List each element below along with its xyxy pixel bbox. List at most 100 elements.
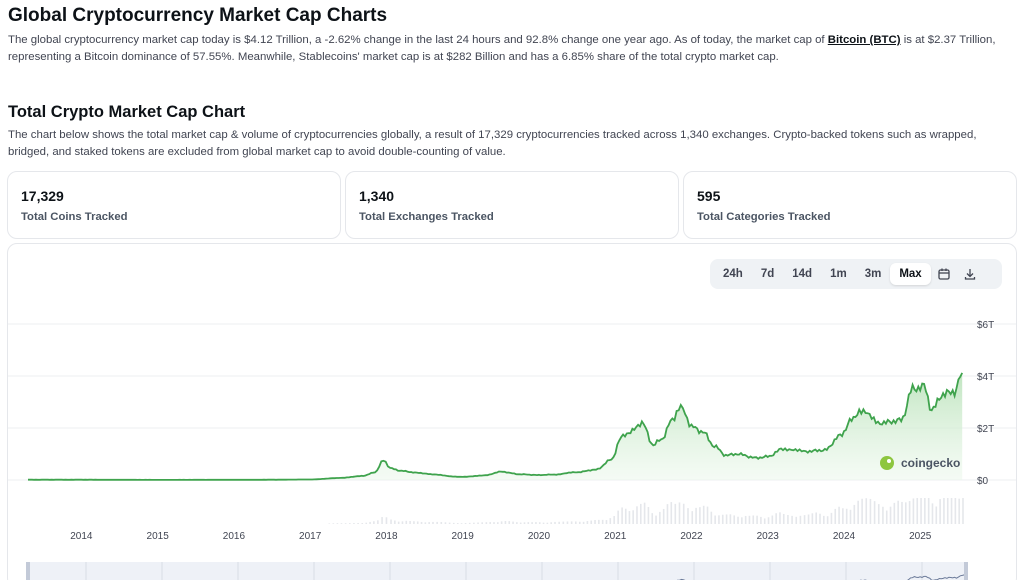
volume-bar (924, 498, 926, 524)
volume-bar (901, 501, 903, 524)
volume-bar (838, 506, 840, 524)
volume-bar (643, 502, 646, 524)
volume-bar (756, 515, 758, 524)
volume-bar (718, 515, 720, 524)
volume-bar (531, 522, 533, 524)
download-icon (964, 269, 975, 280)
volume-bar (946, 498, 949, 524)
volume-bar (369, 521, 371, 524)
volume-bar (340, 523, 343, 524)
volume-bar (460, 523, 463, 524)
volume-bar (897, 500, 899, 524)
volume-bar (670, 502, 673, 524)
x-tick-label: 2017 (299, 531, 322, 542)
volume-bar (931, 503, 934, 524)
volume-bar (927, 498, 930, 524)
volume-bar (636, 506, 638, 524)
volume-bar (807, 514, 810, 524)
bitcoin-link[interactable]: Bitcoin (BTC) (827, 34, 901, 46)
volume-bar (771, 515, 774, 524)
volume-bar (519, 522, 522, 524)
range-button-3m[interactable]: 3m (864, 268, 882, 280)
volume-bar (468, 522, 471, 524)
volume-bar (570, 521, 573, 524)
volume-bar (803, 515, 806, 524)
volume-bar (702, 505, 705, 524)
volume-bar (538, 522, 541, 524)
navigator-handle-right[interactable] (964, 562, 968, 580)
range-button-7d[interactable]: 7d (760, 268, 775, 280)
stat-value: 17,329 (21, 188, 64, 204)
volume-bar (357, 522, 359, 524)
volume-bar (861, 498, 863, 524)
volume-bar (348, 523, 351, 524)
volume-bar (628, 511, 631, 524)
volume-bar (365, 522, 368, 524)
volume-bar (737, 516, 739, 524)
volume-bar (394, 520, 396, 524)
stat-card-coins: 17,329 Total Coins Tracked (7, 171, 341, 239)
coingecko-watermark: coingecko (880, 456, 960, 470)
volume-bar (706, 506, 709, 524)
volume-bar (873, 501, 876, 524)
volume-bar (566, 521, 569, 524)
volume-bar (381, 517, 383, 524)
volume-bar (760, 516, 762, 524)
volume-bar (436, 521, 438, 524)
x-tick-label: 2015 (147, 531, 170, 542)
volume-bar (775, 513, 777, 524)
volume-bar (586, 521, 589, 524)
volume-bar (328, 523, 331, 524)
volume-bar (428, 522, 430, 524)
volume-bar (621, 507, 623, 524)
volume-bar (409, 520, 411, 524)
calendar-icon (938, 268, 950, 280)
volume-bar (353, 523, 355, 524)
volume-bar (632, 510, 634, 524)
volume-bar (954, 498, 957, 524)
volume-bar (464, 522, 467, 524)
volume-bar (473, 522, 475, 524)
calendar-button[interactable] (931, 263, 957, 285)
volume-bar (413, 521, 415, 524)
range-button-14d[interactable]: 14d (792, 268, 813, 280)
volume-bar (811, 513, 814, 524)
volume-bar (385, 517, 388, 524)
market-cap-line (28, 372, 964, 481)
volume-bar (481, 522, 484, 524)
volume-bar (617, 510, 619, 524)
volume-bar (497, 522, 499, 524)
stat-label: Total Exchanges Tracked (359, 211, 494, 223)
volume-bar (908, 501, 911, 524)
x-tick-label: 2025 (909, 531, 932, 542)
volume-bar (674, 503, 677, 524)
volume-bar (598, 519, 600, 524)
range-button-max[interactable]: Max (890, 263, 931, 285)
volume-bar (500, 521, 503, 524)
range-button-1m[interactable]: 1m (830, 268, 847, 280)
volume-bar (767, 517, 770, 524)
volume-bar (889, 506, 892, 524)
navigator-handle-left[interactable] (26, 562, 30, 580)
volume-bar (882, 506, 884, 524)
volume-bar (885, 510, 888, 524)
volume-bar (440, 522, 443, 524)
volume-bar (799, 515, 802, 524)
volume-bar (920, 498, 922, 524)
navigator-track[interactable] (26, 562, 968, 580)
volume-bar (710, 511, 713, 524)
volume-bar (849, 509, 852, 524)
volume-bar (485, 522, 488, 524)
x-tick-label: 2016 (223, 531, 246, 542)
time-range-selector: 24h 7d 14d 1m 3m Max (710, 259, 1002, 289)
volume-bar (678, 502, 681, 524)
range-button-24h[interactable]: 24h (723, 268, 743, 280)
volume-bar (912, 498, 915, 524)
volume-bar (943, 498, 945, 524)
volume-bar (416, 521, 419, 524)
volume-bar (721, 514, 724, 524)
volume-bar (877, 504, 880, 524)
download-button[interactable] (957, 263, 983, 285)
volume-bar (336, 523, 339, 524)
volume-bar (782, 513, 785, 524)
